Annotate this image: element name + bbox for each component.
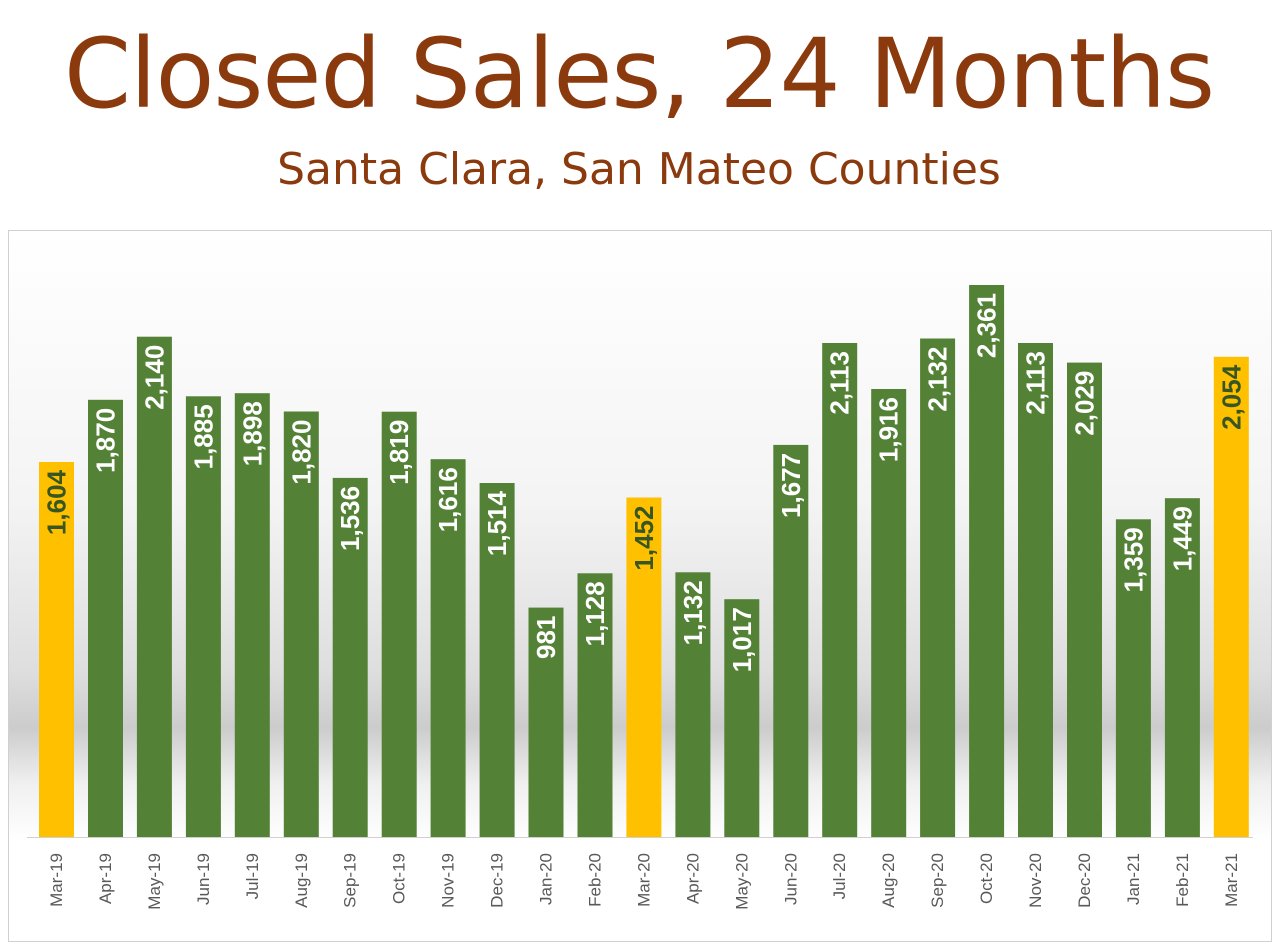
x-tick-label-oct-20: Oct-20 xyxy=(977,853,996,904)
bar-sep-20 xyxy=(920,338,956,837)
x-tick-label-nov-19: Nov-19 xyxy=(439,853,458,908)
x-tick-label-sep-20: Sep-20 xyxy=(928,853,947,908)
x-tick-label-jun-20: Jun-20 xyxy=(781,853,800,905)
value-label-dec-20: 2,029 xyxy=(1070,371,1100,436)
value-label-aug-20: 1,916 xyxy=(874,397,904,462)
x-tick-label-oct-19: Oct-19 xyxy=(390,853,409,904)
value-label-feb-20: 1,128 xyxy=(580,581,610,646)
value-label-oct-20: 2,361 xyxy=(972,293,1002,358)
value-label-jan-20: 981 xyxy=(531,616,561,659)
bar-mar-21 xyxy=(1213,356,1249,837)
value-label-mar-21: 2,054 xyxy=(1216,364,1246,430)
value-label-oct-19: 1,819 xyxy=(384,420,414,485)
x-tick-label-sep-19: Sep-19 xyxy=(341,853,360,908)
bar-may-20 xyxy=(724,599,760,837)
value-label-may-19: 2,140 xyxy=(139,345,169,410)
x-tick-label-jan-20: Jan-20 xyxy=(537,853,556,905)
x-tick-label-jul-19: Jul-19 xyxy=(243,853,262,899)
x-tick-label-dec-20: Dec-20 xyxy=(1075,853,1094,908)
bar-feb-21 xyxy=(1164,498,1200,837)
bar-apr-19 xyxy=(88,399,123,837)
x-tick-label-apr-19: Apr-19 xyxy=(96,853,115,904)
value-label-jul-20: 2,113 xyxy=(825,351,855,415)
bar-jul-19 xyxy=(234,393,270,837)
value-label-aug-19: 1,820 xyxy=(286,420,316,485)
value-label-jun-20: 1,677 xyxy=(776,453,806,518)
value-label-apr-19: 1,870 xyxy=(91,408,121,473)
bar-aug-19 xyxy=(283,411,319,837)
x-tick-label-mar-21: Mar-21 xyxy=(1222,853,1241,907)
x-tick-label-nov-20: Nov-20 xyxy=(1026,853,1045,908)
x-axis-labels-group: Mar-19 Apr-19 May-19 Jun-19 Jul-19 Aug-19 Sep-… xyxy=(47,853,1241,910)
page-title: Closed Sales, 24 Months xyxy=(63,18,1215,130)
bar-nov-20 xyxy=(1018,343,1053,837)
bar-nov-19 xyxy=(430,459,466,837)
bar-dec-19 xyxy=(479,483,515,837)
bar-dec-20 xyxy=(1067,362,1102,837)
x-tick-label-may-19: May-19 xyxy=(145,853,164,910)
bar-feb-20 xyxy=(577,573,613,837)
bar-mar-19 xyxy=(39,462,74,837)
bar-aug-20 xyxy=(871,389,907,837)
x-tick-label-feb-21: Feb-21 xyxy=(1173,853,1192,907)
x-tick-label-feb-20: Feb-20 xyxy=(586,853,605,907)
value-label-nov-19: 1,616 xyxy=(433,467,463,532)
value-label-sep-20: 2,132 xyxy=(923,347,953,412)
bar-chart: 1,604 1,870 2,140 1,885 1,898 1,820 1,536 1,819… xyxy=(9,231,1271,941)
x-tick-label-jul-20: Jul-20 xyxy=(830,853,849,899)
x-tick-label-mar-20: Mar-20 xyxy=(634,853,653,907)
bar-oct-20 xyxy=(969,285,1005,837)
bar-jun-20 xyxy=(773,444,809,837)
x-tick-label-apr-20: Apr-20 xyxy=(683,853,702,904)
chart-area: 1,604 1,870 2,140 1,885 1,898 1,820 1,536 1,819… xyxy=(8,230,1272,942)
value-label-jul-19: 1,898 xyxy=(237,401,267,466)
value-label-sep-19: 1,536 xyxy=(335,486,365,551)
bar-jan-20 xyxy=(528,607,564,837)
value-label-mar-20: 1,452 xyxy=(629,506,659,571)
value-label-feb-21: 1,449 xyxy=(1167,506,1197,571)
bar-jun-19 xyxy=(185,396,221,837)
bar-jan-21 xyxy=(1115,519,1151,837)
x-tick-label-mar-19: Mar-19 xyxy=(47,853,66,907)
value-label-jun-19: 1,885 xyxy=(188,404,218,469)
value-label-dec-19: 1,514 xyxy=(482,490,512,556)
bar-sep-19 xyxy=(332,477,368,837)
bar-oct-19 xyxy=(381,411,417,837)
value-label-mar-19: 1,604 xyxy=(42,469,72,535)
bar-mar-20 xyxy=(626,497,662,837)
value-labels-group: 1,604 1,870 2,140 1,885 1,898 1,820 1,536 1,819… xyxy=(42,293,1247,672)
value-label-may-20: 1,017 xyxy=(727,607,757,672)
bar-may-19 xyxy=(136,336,172,837)
x-tick-label-aug-19: Aug-19 xyxy=(292,853,311,908)
bars-group xyxy=(39,285,1249,837)
page-subtitle: Santa Clara, San Mateo Counties xyxy=(277,144,1001,195)
bar-jul-20 xyxy=(822,343,858,837)
x-tick-label-aug-20: Aug-20 xyxy=(879,853,898,908)
x-tick-label-may-20: May-20 xyxy=(732,853,751,910)
x-tick-label-jun-19: Jun-19 xyxy=(194,853,213,905)
bar-apr-20 xyxy=(675,572,711,837)
value-label-nov-20: 2,113 xyxy=(1021,351,1051,415)
x-tick-label-jan-21: Jan-21 xyxy=(1124,853,1143,905)
x-tick-label-dec-19: Dec-19 xyxy=(488,853,507,908)
value-label-apr-20: 1,132 xyxy=(678,580,708,645)
value-label-jan-21: 1,359 xyxy=(1118,527,1148,592)
